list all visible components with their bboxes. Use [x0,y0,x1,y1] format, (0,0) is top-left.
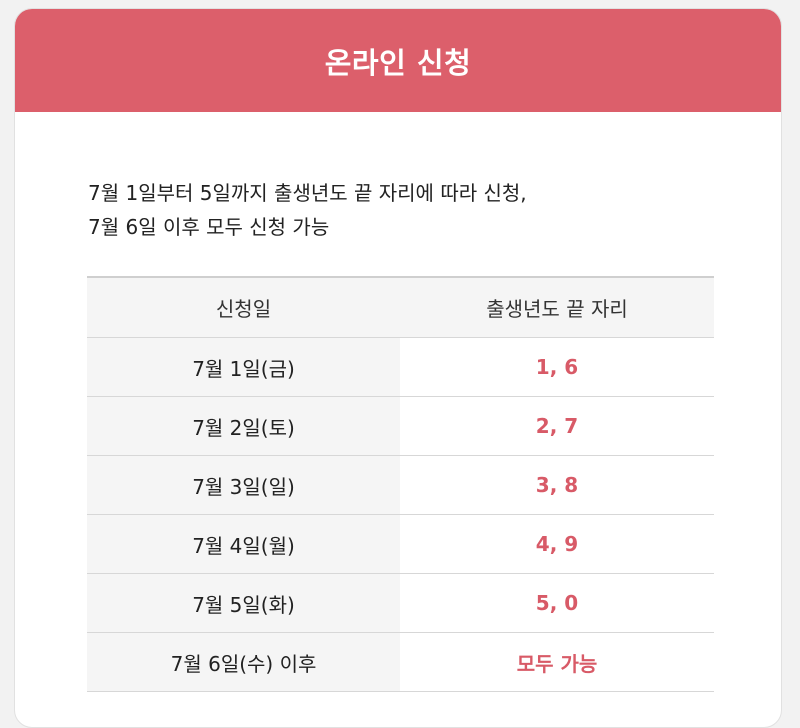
intro-line-2: 7월 6일 이후 모두 신청 가능 [88,215,330,239]
row-digits: 4, 9 [400,514,714,574]
table-row: 7월 1일(금) 1, 6 [87,337,714,397]
row-digits: 3, 8 [400,455,714,515]
row-digits: 모두 가능 [400,632,714,692]
row-digits: 2, 7 [400,396,714,456]
intro-text: 7월 1일부터 5일까지 출생년도 끝 자리에 따라 신청, 7월 6일 이후 … [88,176,527,244]
row-date: 7월 3일(일) [87,455,400,515]
table-row: 7월 4일(월) 4, 9 [87,514,714,574]
row-date: 7월 2일(토) [87,396,400,456]
table-header-row: 신청일 출생년도 끝 자리 [87,276,714,338]
table-row: 7월 6일(수) 이후 모두 가능 [87,632,714,692]
intro-line-1: 7월 1일부터 5일까지 출생년도 끝 자리에 따라 신청, [88,181,527,205]
card-header: 온라인 신청 [15,9,781,112]
schedule-table: 신청일 출생년도 끝 자리 7월 1일(금) 1, 6 7월 2일(토) 2, … [87,276,714,692]
row-date: 7월 1일(금) [87,337,400,397]
row-date: 7월 5일(화) [87,573,400,633]
table-row: 7월 2일(토) 2, 7 [87,396,714,456]
header-application-date: 신청일 [87,276,400,338]
row-digits: 5, 0 [400,573,714,633]
row-date: 7월 4일(월) [87,514,400,574]
table-row: 7월 3일(일) 3, 8 [87,455,714,515]
card-title: 온라인 신청 [324,45,472,80]
row-digits: 1, 6 [400,337,714,397]
header-birth-year-last-digit: 출생년도 끝 자리 [400,276,714,338]
table-row: 7월 5일(화) 5, 0 [87,573,714,633]
row-date: 7월 6일(수) 이후 [87,632,400,692]
online-application-card: 온라인 신청 7월 1일부터 5일까지 출생년도 끝 자리에 따라 신청, 7월… [14,8,782,728]
